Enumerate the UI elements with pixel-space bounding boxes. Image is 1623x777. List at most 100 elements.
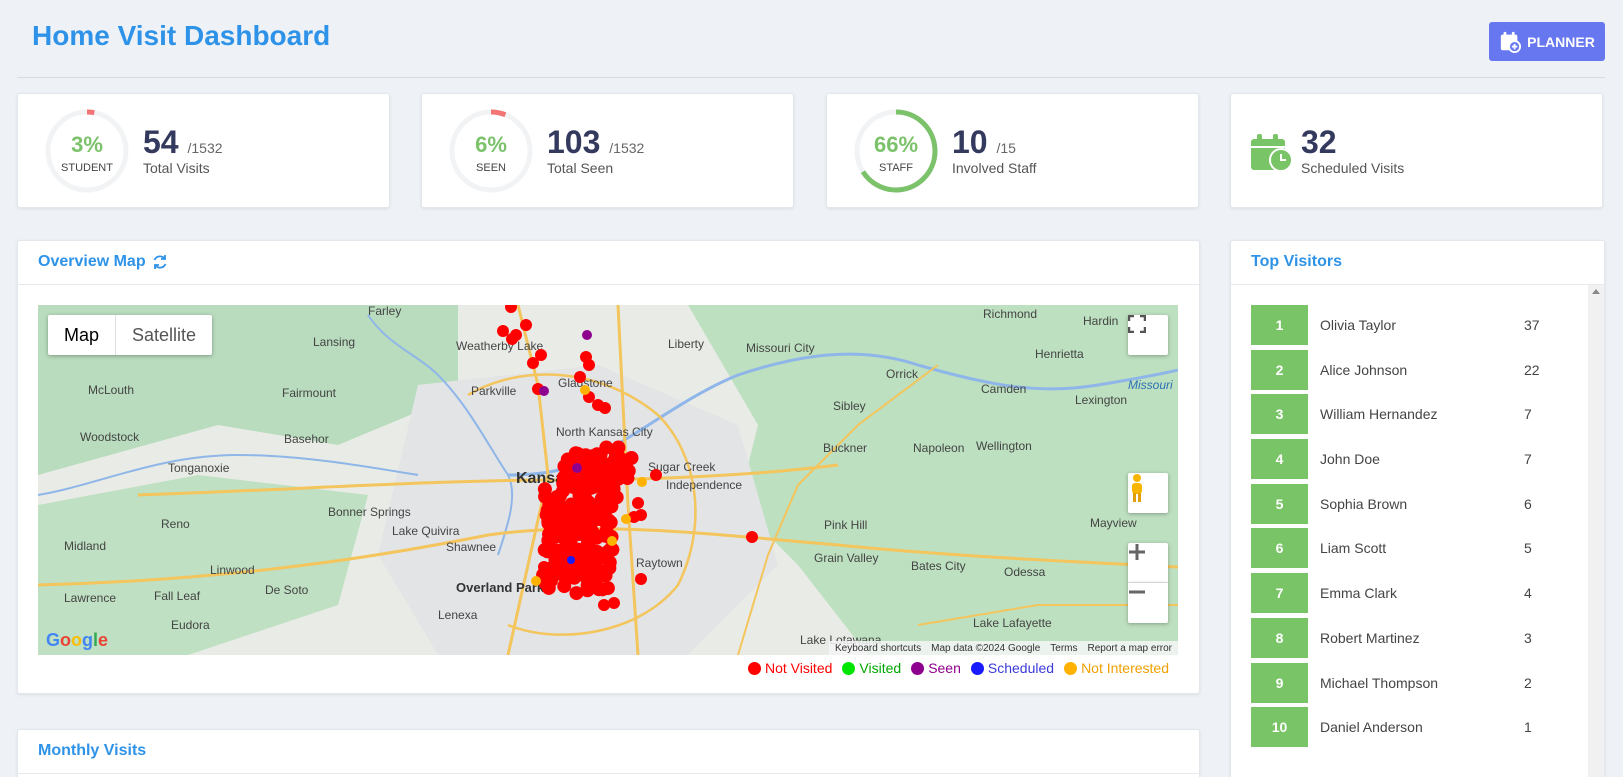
map-label: Overland Park [456,580,545,595]
keyboard-shortcuts-link[interactable]: Keyboard shortcuts [834,642,922,654]
map-marker [632,497,644,509]
zoom-out-button[interactable] [1128,583,1168,623]
map-marker [497,325,509,337]
stat-description: Total Seen [547,160,614,176]
stat-card-total-seen: 6% SEEN 103 /1532 Total Seen [421,93,794,208]
map-marker [611,440,626,455]
rank-badge: 6 [1251,528,1308,569]
terms-link[interactable]: Terms [1050,642,1078,654]
stat-ring-label: STUDENT [61,162,113,174]
map-label: Fairmount [282,386,337,400]
progress-ring-staff [854,109,938,193]
map-marker [585,449,600,464]
legend-item-visited: Visited [842,660,901,676]
refresh-icon[interactable] [152,254,168,270]
visitor-count: 22 [1524,361,1540,378]
planner-button-label: PLANNER [1527,33,1595,50]
map-label: Basehor [284,432,329,446]
map-label: Bates City [911,559,966,573]
map-label: Farley [368,305,401,318]
report-map-error-link[interactable]: Report a map error [1087,642,1172,654]
map-marker [541,516,556,531]
map-marker [505,305,517,313]
visitor-name: Alice Johnson [1320,361,1408,378]
map-label: De Soto [265,583,309,597]
map-marker [746,531,758,543]
visitor-row: 8 Robert Martinez 3 [1251,617,1566,658]
visitor-row: 6 Liam Scott 5 [1251,528,1566,569]
stat-ring-label: STAFF [878,162,913,174]
map-marker [607,536,617,546]
map-marker [582,330,592,340]
visitor-count: 1 [1524,719,1532,736]
fullscreen-button[interactable] [1128,315,1168,355]
map-marker [540,543,555,558]
map-marker [566,480,581,495]
map-label: Richmond [983,307,1037,321]
map-label: Missouri City [746,341,815,355]
visitor-name: Emma Clark [1320,585,1398,602]
stat-value: 32 [1301,124,1337,160]
visitor-name: John Doe [1320,451,1380,468]
map-marker [572,527,587,542]
map-marker [556,518,571,533]
map-marker [535,349,547,361]
visitor-count: 7 [1524,406,1532,423]
map-marker [599,402,611,414]
rank-badge: 10 [1251,707,1308,748]
map-highway [38,527,1178,587]
map-type-satellite-button[interactable]: Satellite [132,325,197,345]
legend-item-scheduled: Scheduled [970,660,1054,676]
map-marker [583,519,598,534]
progress-ring-student [45,109,129,193]
stat-card-involved-staff: 66% STAFF 10 /15 Involved Staff [826,93,1199,208]
map-label: Tonganoxie [168,461,230,475]
map-marker [586,544,601,559]
map-river [38,453,419,496]
stat-card-scheduled-visits: 32 Scheduled Visits [1230,93,1603,208]
progress-ring-seen [449,109,533,193]
stat-percent: 6% [475,132,507,157]
map-label: Camden [981,382,1026,396]
map-highway [137,463,839,497]
visitor-count: 6 [1524,495,1532,512]
visitor-name: Sophia Brown [1320,495,1408,512]
visitor-row: 5 Sophia Brown 6 [1251,483,1566,524]
map-type-control: Map Satellite [48,315,213,355]
map-attribution: Keyboard shortcuts Map data ©2024 Google… [828,641,1178,655]
map-label: Pink Hill [824,518,867,532]
calendar-add-icon [1500,31,1522,53]
visitor-name: Liam Scott [1320,540,1387,557]
planner-button[interactable]: PLANNER [1489,22,1605,61]
visitor-row: 2 Alice Johnson 22 [1251,349,1566,390]
top-visitors-panel: Top Visitors 1 Olivia Taylor 37 2 Alice John… [1230,240,1605,777]
map-marker [617,455,632,470]
map-marker [586,505,601,520]
overview-map[interactable]: Farley Richmond Hardin Lansing Weatherby… [38,305,1178,655]
map-label: Henrietta [1035,347,1084,361]
visitor-count: 4 [1524,585,1532,602]
legend-dot [1064,661,1078,675]
street-view-pegman[interactable] [1128,473,1168,513]
page-header: Home Visit Dashboard PLANNER [17,0,1605,78]
map-label: McLouth [88,383,134,397]
map-marker [610,469,625,484]
panel-title: Monthly Visits [38,742,147,759]
stat-value: 103 /1532 [547,124,645,160]
scrollbar[interactable] [1588,285,1604,777]
rank-badge: 9 [1251,662,1308,703]
stat-ring-label: SEEN [476,162,506,174]
visitor-count: 37 [1524,317,1540,333]
map-type-map-button[interactable]: Map [48,315,117,355]
minus-icon [1129,590,1145,594]
stat-percent: 66% [873,132,919,157]
map-marker [580,385,590,395]
stat-card-total-visits: 3% STUDENT 54 /1532 Total Visits [17,93,390,208]
stat-description: Involved Staff [952,160,1037,176]
map-marker [520,319,532,331]
zoom-in-button[interactable] [1128,543,1168,583]
map-green-area [38,475,368,655]
plus-icon [1129,544,1145,560]
map-data-label: Map data ©2024 Google [931,642,1041,654]
overview-map-panel: Overview Map [17,240,1200,694]
